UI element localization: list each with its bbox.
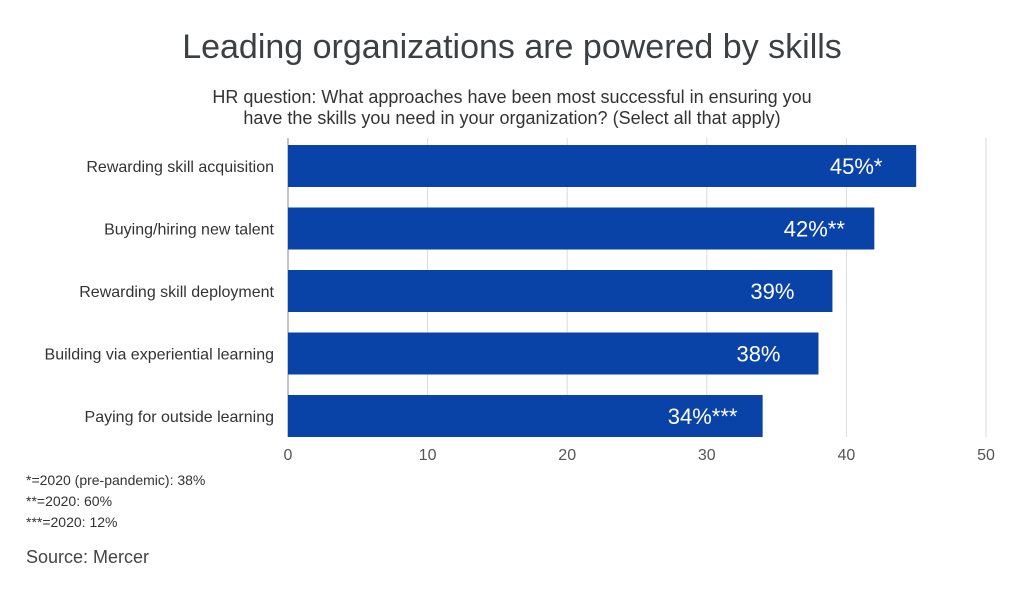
x-tick-label-30: 30 [698, 447, 716, 464]
footnotes: *=2020 (pre-pandemic): 38% **=2020: 60% … [26, 470, 205, 533]
category-label-0: Rewarding skill acquisition [86, 159, 274, 176]
bar-1 [288, 207, 875, 250]
bar-2 [288, 270, 833, 312]
chart-title: Leading organizations are powered by ski… [182, 28, 842, 66]
footnote-3: ***=2020: 12% [26, 514, 118, 530]
bar-0 [288, 145, 917, 187]
category-label-2: Rewarding skill deployment [79, 284, 274, 301]
x-tick-label-40: 40 [838, 447, 856, 464]
category-label-3: Building via experiential learning [45, 347, 274, 364]
data-label-4: 34%*** [668, 404, 738, 429]
category-label-1: Buying/hiring new talent [104, 222, 274, 239]
x-tick-label-0: 0 [284, 447, 293, 464]
footnote-2: **=2020: 60% [26, 493, 113, 509]
subtitle-line-2: have the skills you need in your organiz… [243, 108, 781, 128]
chart-subtitle: HR question: What approaches have been m… [162, 87, 862, 129]
category-label-4: Paying for outside learning [85, 409, 274, 426]
x-tick-label-20: 20 [558, 447, 576, 464]
data-label-1: 42%** [784, 217, 846, 242]
data-label-3: 38% [736, 342, 780, 367]
source-note: Source: Mercer [26, 547, 150, 567]
bar-3 [288, 332, 819, 375]
footnote-1: *=2020 (pre-pandemic): 38% [26, 472, 206, 488]
x-tick-label-10: 10 [419, 447, 437, 464]
data-label-0: 45%* [830, 154, 883, 179]
subtitle-line-1: HR question: What approaches have been m… [212, 87, 812, 107]
bar-4 [288, 395, 763, 437]
data-label-2: 39% [750, 279, 794, 304]
x-tick-label-50: 50 [977, 447, 995, 464]
